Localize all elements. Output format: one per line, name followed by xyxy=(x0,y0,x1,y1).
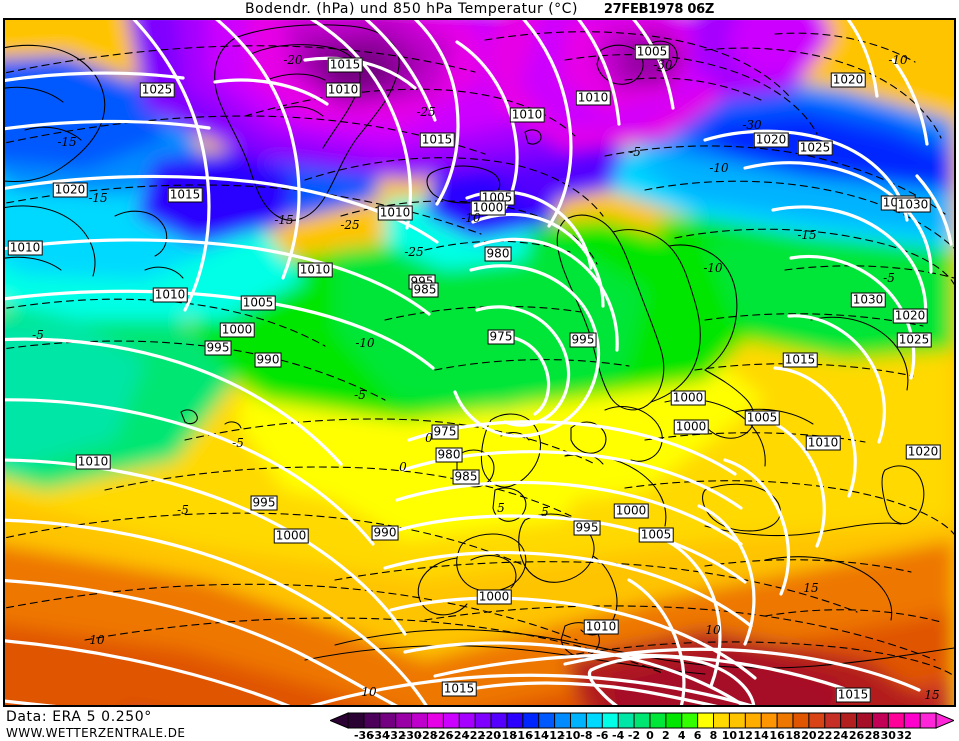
colorbar-low-arrow xyxy=(330,712,349,729)
colorbar-tick-label: 14 xyxy=(754,729,770,741)
colorbar-cell xyxy=(363,712,381,729)
colorbar-cell xyxy=(760,712,778,729)
colorbar-cell xyxy=(633,712,651,729)
colorbar-tick-label: -16 xyxy=(513,729,533,741)
colorbar-tick-label: 26 xyxy=(849,729,865,741)
colorbar-cell xyxy=(840,712,858,729)
map-date-stamp: 27FEB1978 06Z xyxy=(603,1,715,17)
colorbar-cell xyxy=(887,712,906,729)
colorbar-tick-labels: -36-34-32-30-28-26-24-22-20-18-16-14-12-… xyxy=(354,729,912,741)
colorbar-tick-label: -14 xyxy=(529,729,549,741)
colorbar-tick-label: -34 xyxy=(370,729,390,741)
colorbar-tick-label: -26 xyxy=(433,729,453,741)
colorbar-tick-label: -8 xyxy=(580,729,592,741)
data-source-label: Data: ERA 5 0.250° xyxy=(6,709,152,725)
colorbar-cell xyxy=(538,712,556,729)
colorbar-tick-label: 22 xyxy=(817,729,832,741)
colorbar-cell xyxy=(665,712,683,729)
colorbar-tick-label: -36 xyxy=(354,729,374,741)
colorbar-cell xyxy=(426,712,445,729)
colorbar-tick-label: 24 xyxy=(833,729,849,741)
colorbar-tick-label: 0 xyxy=(646,729,654,741)
colorbar-cell xyxy=(713,712,731,729)
colorbar-cell xyxy=(585,712,604,729)
map-header: Bodendr. (hPa) und 850 hPa Temperatur (°… xyxy=(0,0,959,18)
colorbar-tick-label: -10 xyxy=(561,729,581,741)
colorbar-tick-label: 10 xyxy=(722,729,738,741)
colorbar-tick-label: -30 xyxy=(402,729,422,741)
colorbar-cell xyxy=(474,712,492,729)
coastlines-layer xyxy=(5,24,954,675)
colorbar-cell xyxy=(522,712,540,729)
colorbar-cell xyxy=(490,712,508,729)
map-canvas[interactable]: 1025 1015 1010 1010 1005 1020 1010 1015 1015 1020… xyxy=(3,18,956,707)
colorbar-cell xyxy=(347,712,365,729)
colorbar-cell xyxy=(649,712,667,729)
colorbar-tick-label: 2 xyxy=(662,729,670,741)
colorbar-cells xyxy=(330,712,954,729)
colorbar-cell xyxy=(442,712,461,729)
colorbar-cell xyxy=(792,712,810,729)
colorbar-tick-label: -6 xyxy=(596,729,609,741)
colorbar-tick-label: -24 xyxy=(449,729,469,741)
colorbar-tick-label: 20 xyxy=(801,729,817,741)
colorbar-cell xyxy=(681,712,699,729)
colorbar-tick-label: -2 xyxy=(628,729,640,741)
colorbar-tick-label: 8 xyxy=(710,729,718,741)
map-footer: Data: ERA 5 0.250° WWW.WETTERZENTRALE.DE… xyxy=(0,707,959,741)
colorbar-tick-label: -22 xyxy=(465,729,485,741)
colorbar-cell xyxy=(728,712,747,729)
colorbar-tick-label: 12 xyxy=(738,729,753,741)
temperature-colorbar[interactable]: -36 -34 -32 -30 -28 -26 -24 -22 -20 -18 -16 -14 -12-… xyxy=(330,712,954,741)
website-label: WWW.WETTERZENTRALE.DE xyxy=(6,726,186,740)
colorbar-cell xyxy=(458,712,477,729)
colorbar-cell xyxy=(379,712,397,729)
colorbar-tick-label: -18 xyxy=(497,729,517,741)
colorbar-cell xyxy=(569,712,588,729)
colorbar-tick-label: -12 xyxy=(545,729,565,741)
colorbar-cell xyxy=(554,712,572,729)
credit-block: Data: ERA 5 0.250° WWW.WETTERZENTRALE.DE xyxy=(6,709,185,740)
colorbar-cell xyxy=(808,712,826,729)
colorbar-tick-label: -32 xyxy=(386,729,406,741)
colorbar-cell xyxy=(395,712,413,729)
colorbar-cell xyxy=(919,712,937,729)
colorbar-svg: -36-34-32-30-28-26-24-22-20-18-16-14-12-… xyxy=(330,712,954,741)
colorbar-tick-label: 32 xyxy=(897,729,912,741)
colorbar-tick-label: -20 xyxy=(481,729,501,741)
colorbar-cell xyxy=(776,712,794,729)
colorbar-cell xyxy=(903,712,922,729)
weather-map-svg xyxy=(5,20,954,705)
colorbar-cell xyxy=(744,712,763,729)
colorbar-cell xyxy=(856,712,874,729)
colorbar-tick-label: 28 xyxy=(865,729,880,741)
colorbar-cell xyxy=(824,712,842,729)
colorbar-tick-label: 18 xyxy=(785,729,800,741)
colorbar-cell xyxy=(617,712,635,729)
colorbar-cell xyxy=(871,712,890,729)
colorbar-cell xyxy=(601,712,620,729)
colorbar-high-arrow xyxy=(935,712,954,729)
colorbar-cell xyxy=(411,712,429,729)
colorbar-tick-label: 4 xyxy=(678,729,686,741)
colorbar-tick-label: 6 xyxy=(694,729,702,741)
colorbar-tick-label: 16 xyxy=(769,729,785,741)
colorbar-tick-label: 30 xyxy=(881,729,897,741)
page-title: Bodendr. (hPa) und 850 hPa Temperatur (°… xyxy=(244,1,578,17)
colorbar-cell xyxy=(697,712,715,729)
colorbar-tick-label: -4 xyxy=(612,729,625,741)
colorbar-tick-label: -28 xyxy=(418,729,438,741)
colorbar-cell xyxy=(506,712,524,729)
